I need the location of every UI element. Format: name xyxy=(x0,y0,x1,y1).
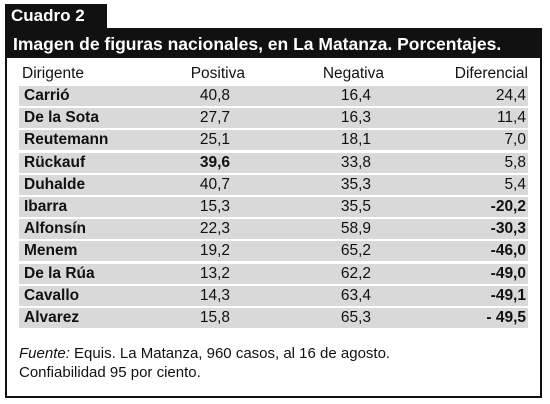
cell-negativa: 16,3 xyxy=(340,109,371,127)
cell-diferencial: -46,0 xyxy=(490,242,526,260)
cell-negativa: 35,5 xyxy=(340,197,371,215)
cell-negativa: 62,2 xyxy=(340,264,371,282)
cell-negativa: 18,1 xyxy=(340,131,371,149)
cell-positiva: 14,3 xyxy=(199,286,230,304)
source-line-1: Equis. La Matanza, 960 casos, al 16 de a… xyxy=(74,345,391,362)
table-row: De la Rúa 13,2 62,2 -49,0 xyxy=(19,263,528,284)
row-name: Rückauf xyxy=(24,153,86,171)
cell-positiva: 15,3 xyxy=(199,197,230,215)
cell-negativa: 58,9 xyxy=(340,220,371,238)
cell-diferencial: 5,4 xyxy=(504,175,526,193)
table-header: Dirigente Positiva Negativa Diferencial xyxy=(19,64,528,84)
cell-negativa: 33,8 xyxy=(340,153,371,171)
cell-positiva: 19,2 xyxy=(199,242,230,260)
table-row: Menem 19,2 65,2 -46,0 xyxy=(19,241,528,262)
cell-diferencial: -30,3 xyxy=(490,220,526,238)
table-frame: Imagen de figuras nacionales, en La Mata… xyxy=(5,28,542,398)
cell-positiva: 22,3 xyxy=(199,220,230,238)
cell-positiva: 27,7 xyxy=(199,109,230,127)
cell-diferencial: 24,4 xyxy=(495,87,526,104)
cell-negativa: 65,2 xyxy=(340,242,371,260)
cell-negativa: 63,4 xyxy=(340,286,371,304)
row-name: Cavallo xyxy=(24,286,80,304)
cell-diferencial: -49,0 xyxy=(490,264,526,282)
cell-diferencial: 11,4 xyxy=(496,109,526,127)
column-header-negativa: Negativa xyxy=(322,65,384,82)
row-name: Carrió xyxy=(24,87,70,104)
cell-diferencial: -20,2 xyxy=(490,197,526,215)
column-header-positiva: Positiva xyxy=(190,65,245,82)
table-row: Rückauf 39,6 33,8 5,8 xyxy=(19,152,528,173)
cell-negativa: 16,4 xyxy=(340,87,371,104)
row-name: Menem xyxy=(24,242,78,260)
row-name: Reutemann xyxy=(24,131,109,149)
cell-positiva: 25,1 xyxy=(199,131,230,149)
column-header-diferencial: Diferencial xyxy=(454,65,528,82)
cell-negativa: 35,3 xyxy=(340,175,371,193)
cell-positiva: 15,8 xyxy=(199,308,230,326)
table-row: Alfonsín 22,3 58,9 -30,3 xyxy=(19,219,528,240)
source-line-2: Confiabilidad 95 por ciento. xyxy=(19,364,201,381)
table-row: Carrió 40,8 16,4 24,4 xyxy=(19,86,528,106)
source-label: Fuente: xyxy=(19,345,70,362)
row-name: De la Sota xyxy=(24,109,99,127)
cell-diferencial: -49,1 xyxy=(490,286,526,304)
table-label: Cuadro 2 xyxy=(5,4,107,28)
table-body: Carrió 40,8 16,4 24,4 De la Sota 27,7 16,3 11,4… xyxy=(19,86,528,330)
table-row: De la Sota 27,7 16,3 11,4 xyxy=(19,108,528,129)
cell-diferencial: 7,0 xyxy=(504,131,526,149)
table-row: Ibarra 15,3 35,5 -20,2 xyxy=(19,196,528,217)
table-row: Alvarez 15,8 65,3 - 49,5 xyxy=(19,307,528,328)
table-row: Duhalde 40,7 35,3 5,4 xyxy=(19,174,528,195)
cell-positiva: 39,6 xyxy=(199,153,230,171)
cell-negativa: 65,3 xyxy=(340,308,371,326)
row-name: De la Rúa xyxy=(24,264,95,282)
row-name: Duhalde xyxy=(24,175,86,193)
table-row: Cavallo 14,3 63,4 -49,1 xyxy=(19,285,528,306)
column-header-dirigente: Dirigente xyxy=(22,65,85,82)
cell-diferencial: 5,8 xyxy=(504,153,526,171)
table-row: Reutemann 25,1 18,1 7,0 xyxy=(19,130,528,151)
cell-positiva: 13,2 xyxy=(199,264,230,282)
cell-diferencial: - 49,5 xyxy=(486,308,526,326)
row-name: Alvarez xyxy=(24,308,80,326)
row-name: Alfonsín xyxy=(24,220,86,238)
source-note: Fuente: Equis. La Matanza, 960 casos, al… xyxy=(19,344,390,382)
table-title: Imagen de figuras nacionales, en La Mata… xyxy=(7,30,540,58)
row-name: Ibarra xyxy=(24,197,68,215)
cell-positiva: 40,8 xyxy=(199,87,230,104)
cell-positiva: 40,7 xyxy=(199,175,230,193)
